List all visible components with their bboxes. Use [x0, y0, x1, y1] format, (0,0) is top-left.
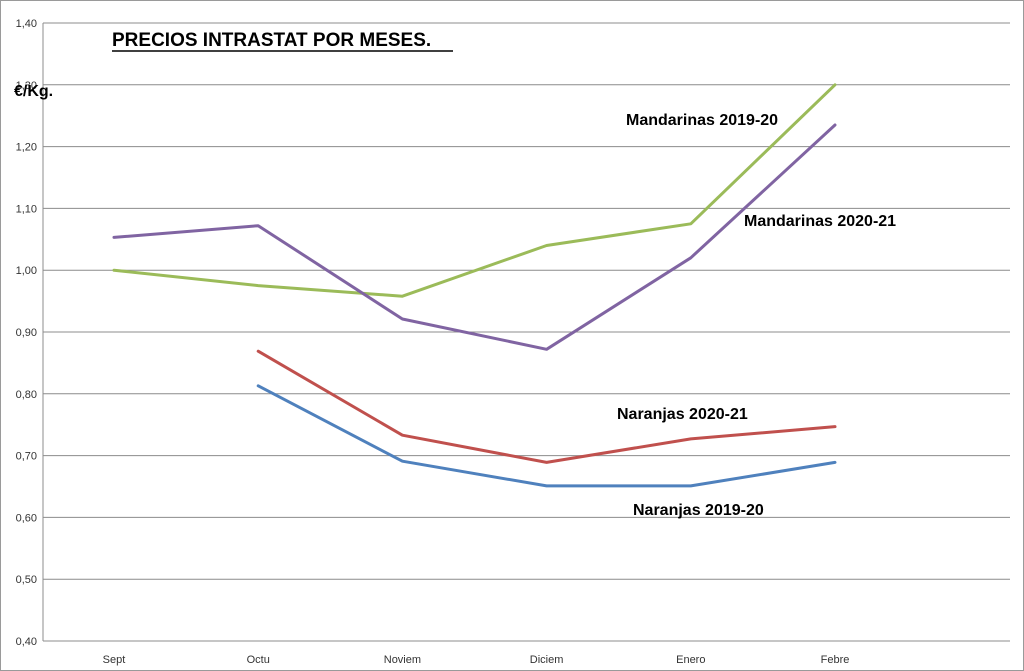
y-tick-label: 0,90 [16, 327, 37, 339]
series-label: Naranjas 2019-20 [633, 502, 764, 519]
x-tick-label: Diciem [530, 654, 564, 666]
series-labels: Mandarinas 2019-20 Mandarinas 2020-21 Nara… [617, 112, 896, 519]
y-axis-unit-label: €/Kg. [14, 83, 53, 100]
y-tick-label: 0,50 [16, 574, 37, 586]
y-tick-label: 0,80 [16, 389, 37, 401]
y-tick-label: 1,20 [16, 142, 37, 154]
series-label: Mandarinas 2019-20 [626, 112, 778, 129]
gridlines [42, 22, 1010, 642]
series-line-naranjas-2020-21 [256, 349, 837, 464]
x-tick-label: Sept [103, 654, 126, 666]
x-axis-ticks: Sept Octu Noviem Diciem Enero Febre [103, 654, 850, 666]
y-tick-label: 0,70 [16, 451, 37, 463]
y-axis-ticks: 0,40 0,50 0,60 0,70 0,80 0,90 1,00 1,10 1,20 1,30… [16, 18, 37, 648]
y-tick-label: 1,10 [16, 203, 37, 215]
y-tick-label: 1,00 [16, 265, 37, 277]
y-tick-label: 1,40 [16, 18, 37, 30]
series-label: Mandarinas 2020-21 [744, 213, 896, 230]
x-tick-label: Febre [821, 654, 850, 666]
x-tick-label: Noviem [384, 654, 421, 666]
y-tick-label: 0,60 [16, 512, 37, 524]
y-tick-label: 0,40 [16, 636, 37, 648]
x-tick-label: Octu [247, 654, 270, 666]
y-tick-label: 1,30 [16, 80, 37, 92]
series-line-mandarinas-2020-21 [112, 123, 837, 351]
series-label: Naranjas 2020-21 [617, 406, 748, 423]
x-tick-label: Enero [676, 654, 705, 666]
series-lines [112, 83, 837, 488]
series-line-mandarinas-2019-20 [112, 83, 837, 298]
series-line-naranjas-2019-20 [256, 384, 837, 488]
chart-title: PRECIOS INTRASTAT POR MESES. [112, 30, 431, 51]
